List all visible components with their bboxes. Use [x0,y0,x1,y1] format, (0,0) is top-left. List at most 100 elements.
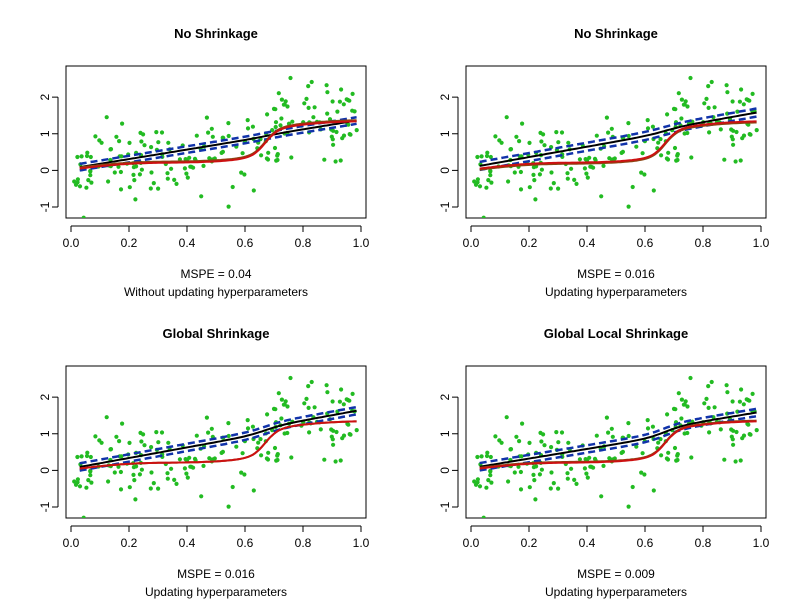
data-point [566,440,571,445]
data-point [733,159,738,164]
data-point [114,134,119,139]
data-point [735,109,740,114]
panel-2: No Shrinkage 0.0 0.2 0.4 0.6 0.8 1.0 -1 0 1 2 MSPE … [438,26,769,299]
data-point [106,479,111,484]
data-point [537,172,543,177]
upper-band-line [479,407,757,465]
data-point [127,485,132,490]
data-point [512,470,517,475]
data-point [273,407,278,412]
data-point [322,457,327,462]
data-point [645,418,650,423]
data-point [187,455,192,460]
x-tick-label: 0.4 [179,536,196,550]
data-point [607,456,612,461]
data-point [120,121,125,126]
data-point [659,153,664,158]
data-point [730,399,735,404]
data-point [493,434,498,439]
data-point [226,421,231,426]
data-point [601,163,606,168]
data-point [639,170,644,175]
data-point [548,186,553,191]
data-point [539,467,545,472]
data-point [739,87,744,92]
data-point [731,128,736,133]
data-point [518,169,524,175]
data-point [97,438,102,443]
data-point [84,485,89,490]
data-point [514,434,519,439]
data-point [472,179,477,184]
data-point [251,188,256,193]
plot-title: No Shrinkage [574,26,658,41]
data-point [210,134,215,139]
data-point [194,133,199,138]
data-point [527,140,532,145]
data-point [572,477,577,482]
data-point [93,434,98,439]
data-point [682,431,687,436]
data-point [532,178,537,183]
data-point [132,178,137,183]
data-point [199,194,204,199]
data-point [626,504,631,509]
data-point [137,472,142,477]
data-point [569,466,574,471]
data-point [640,451,645,456]
data-point [577,457,583,462]
data-point [539,167,545,172]
true-curve [479,120,757,170]
data-point [549,470,554,475]
data-point [472,479,477,484]
data-point [250,124,255,129]
data-point [275,453,280,458]
data-point [156,186,161,191]
data-point [290,119,295,124]
data-point [702,101,707,106]
data-point [306,405,311,410]
data-point [566,140,571,145]
data-point [331,442,336,447]
data-point [285,104,290,109]
data-point [194,433,199,438]
data-point [518,469,524,475]
data-point [330,437,335,442]
data-point [149,145,154,150]
data-point [584,171,589,176]
plot-area [72,75,359,218]
data-point [106,179,111,184]
data-point [673,107,678,112]
data-point [338,458,343,463]
x-tick-label: 0.0 [63,536,80,550]
true-curve [79,120,357,170]
plot-title: Global Local Shrinkage [544,326,688,341]
data-point [656,440,661,445]
data-point [730,137,735,142]
data-point [302,401,307,406]
data-point [497,138,502,143]
data-point [556,440,561,445]
data-point [520,121,525,126]
data-point [88,154,93,160]
data-point [722,457,727,462]
data-point [548,486,553,491]
data-point [688,75,693,81]
data-point [151,481,156,486]
data-point [169,466,174,471]
data-point [630,184,635,190]
data-point [239,170,244,175]
data-point [750,91,755,96]
data-point [338,158,343,163]
data-point [666,150,671,155]
data-point [221,135,226,140]
mspe-label: MSPE = 0.016 [577,267,655,281]
data-point [737,99,743,104]
data-point [131,472,136,477]
data-point [273,120,279,125]
subtitle-label: Updating hyperparameters [145,585,287,599]
data-point [599,194,604,199]
data-point [139,467,144,472]
plot-frame [65,65,367,219]
